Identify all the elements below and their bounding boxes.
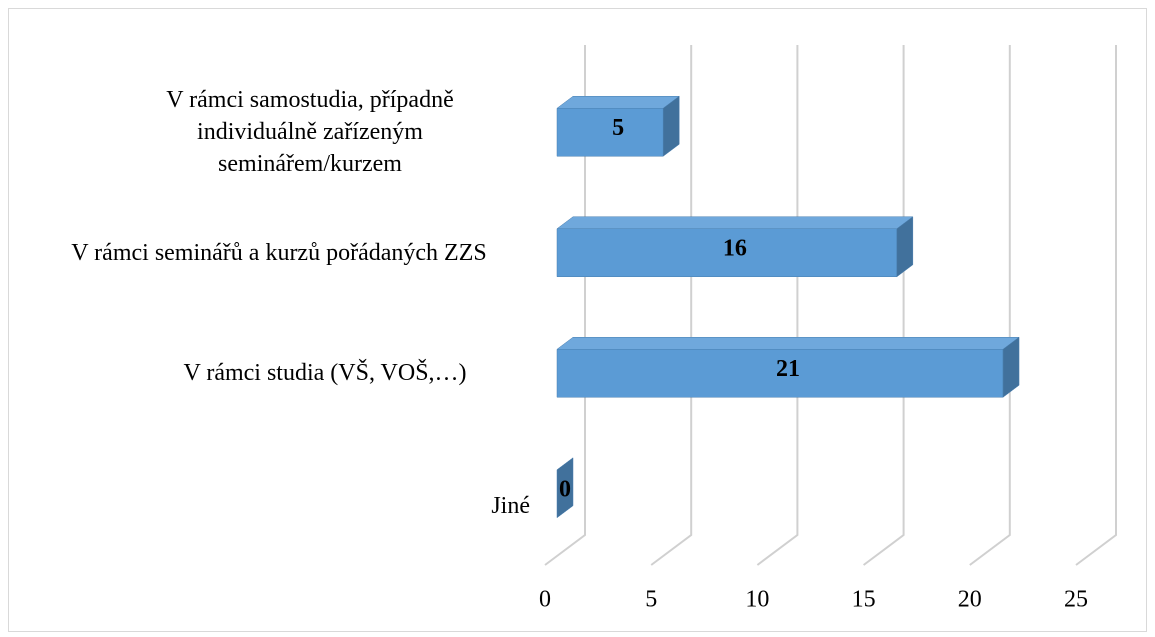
y-tick-label: V rámci seminářů a kurzů pořádaných ZZS bbox=[71, 239, 487, 266]
grid-line bbox=[650, 45, 693, 566]
grid-line bbox=[1075, 45, 1117, 566]
value-label: 5 bbox=[612, 115, 624, 141]
value-label: 0 bbox=[559, 476, 571, 502]
x-tick-label: 5 bbox=[645, 587, 657, 613]
bar bbox=[556, 95, 680, 157]
value-label: 21 bbox=[776, 356, 800, 382]
chart-border bbox=[8, 8, 1147, 632]
grid-line bbox=[969, 45, 1011, 566]
bar-top bbox=[556, 96, 680, 109]
bar-front bbox=[556, 108, 664, 157]
y-tick-label: Jiné bbox=[491, 492, 530, 519]
x-tick-label: 25 bbox=[1064, 587, 1088, 613]
bar bbox=[556, 457, 574, 519]
x-tick-label: 20 bbox=[958, 587, 982, 613]
bar-side bbox=[896, 216, 914, 278]
x-tick-label: 15 bbox=[852, 587, 876, 613]
y-tick-label: V rámci studia (VŠ, VOŠ,…) bbox=[183, 360, 467, 387]
bar bbox=[556, 336, 1020, 398]
bar-top bbox=[556, 216, 914, 229]
bar-side bbox=[556, 457, 574, 519]
bar bbox=[556, 216, 914, 278]
bar-side bbox=[662, 95, 680, 157]
grid-line bbox=[862, 45, 905, 566]
x-tick-label: 10 bbox=[745, 587, 769, 613]
grid-line bbox=[544, 45, 586, 566]
bar-top bbox=[556, 337, 1020, 350]
bar-side bbox=[1002, 336, 1020, 398]
x-tick-label: 0 bbox=[539, 587, 551, 613]
value-label: 16 bbox=[723, 235, 747, 261]
y-tick-label: V rámci samostudia, případně individuáln… bbox=[166, 87, 454, 178]
grid-line bbox=[756, 45, 799, 566]
